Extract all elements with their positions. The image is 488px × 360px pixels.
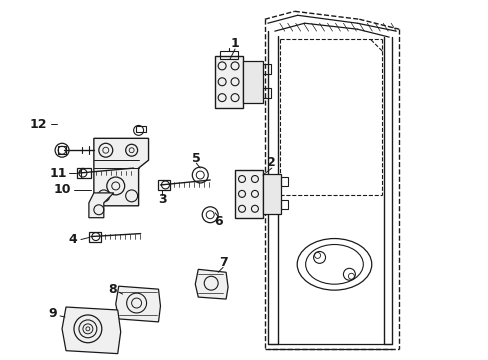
- Bar: [235, 170, 263, 218]
- Bar: [135, 126, 145, 132]
- Polygon shape: [94, 138, 148, 206]
- Text: 12: 12: [29, 118, 47, 131]
- Bar: [77, 168, 91, 178]
- Text: 2: 2: [267, 156, 276, 168]
- Bar: [158, 180, 170, 190]
- Text: 11: 11: [49, 167, 67, 180]
- Text: 5: 5: [191, 152, 200, 165]
- Text: 6: 6: [213, 215, 222, 228]
- Text: 3: 3: [158, 193, 166, 206]
- Bar: [280, 177, 287, 186]
- Text: 8: 8: [108, 283, 117, 296]
- Text: 10: 10: [53, 184, 71, 197]
- Bar: [263, 64, 270, 74]
- Bar: [89, 231, 101, 242]
- Bar: [220, 51, 238, 59]
- Polygon shape: [195, 269, 227, 299]
- Text: 9: 9: [49, 307, 57, 320]
- Bar: [58, 146, 66, 154]
- Bar: [263, 88, 270, 98]
- Bar: [215, 56, 243, 108]
- Text: 7: 7: [218, 256, 227, 269]
- Text: 4: 4: [68, 233, 77, 246]
- Bar: [263, 174, 280, 214]
- Bar: [243, 61, 263, 103]
- Polygon shape: [116, 286, 160, 322]
- Polygon shape: [62, 307, 121, 354]
- Text: 1: 1: [230, 37, 239, 50]
- Bar: [280, 200, 287, 209]
- Polygon shape: [89, 193, 114, 218]
